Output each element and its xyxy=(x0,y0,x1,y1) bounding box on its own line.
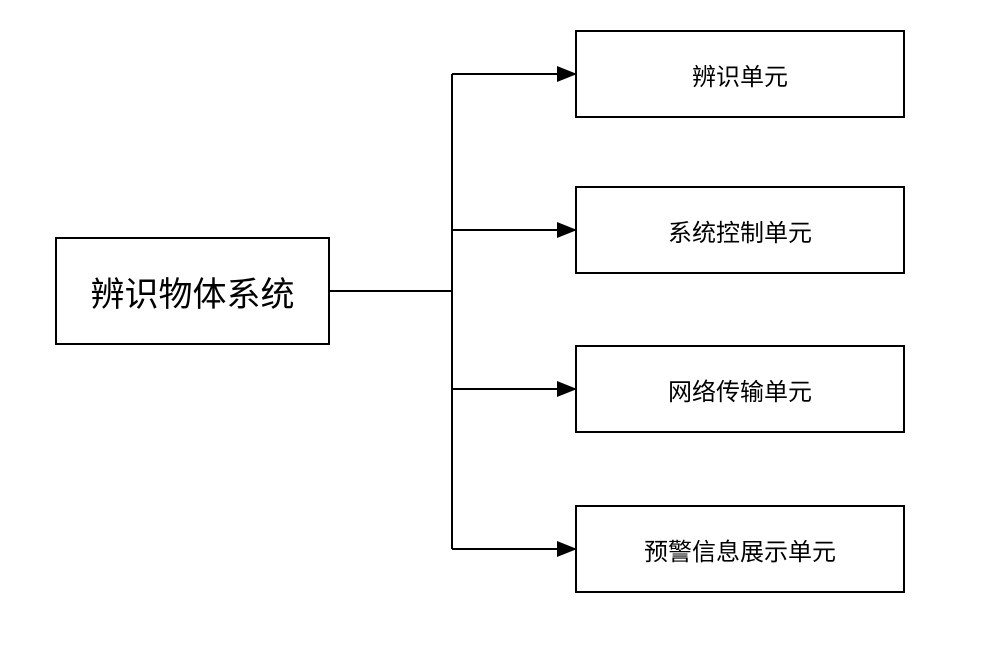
child-label: 辨识单元 xyxy=(692,57,788,92)
root-label: 辨识物体系统 xyxy=(91,267,295,316)
child-label: 预警信息展示单元 xyxy=(644,532,836,567)
child-label: 系统控制单元 xyxy=(668,213,812,248)
child-node: 辨识单元 xyxy=(575,30,905,118)
child-node: 网络传输单元 xyxy=(575,345,905,433)
child-node: 系统控制单元 xyxy=(575,186,905,274)
diagram-canvas: 辨识物体系统 辨识单元系统控制单元网络传输单元预警信息展示单元 xyxy=(0,0,1000,645)
root-node: 辨识物体系统 xyxy=(55,237,330,345)
child-label: 网络传输单元 xyxy=(668,372,812,407)
child-node: 预警信息展示单元 xyxy=(575,505,905,593)
